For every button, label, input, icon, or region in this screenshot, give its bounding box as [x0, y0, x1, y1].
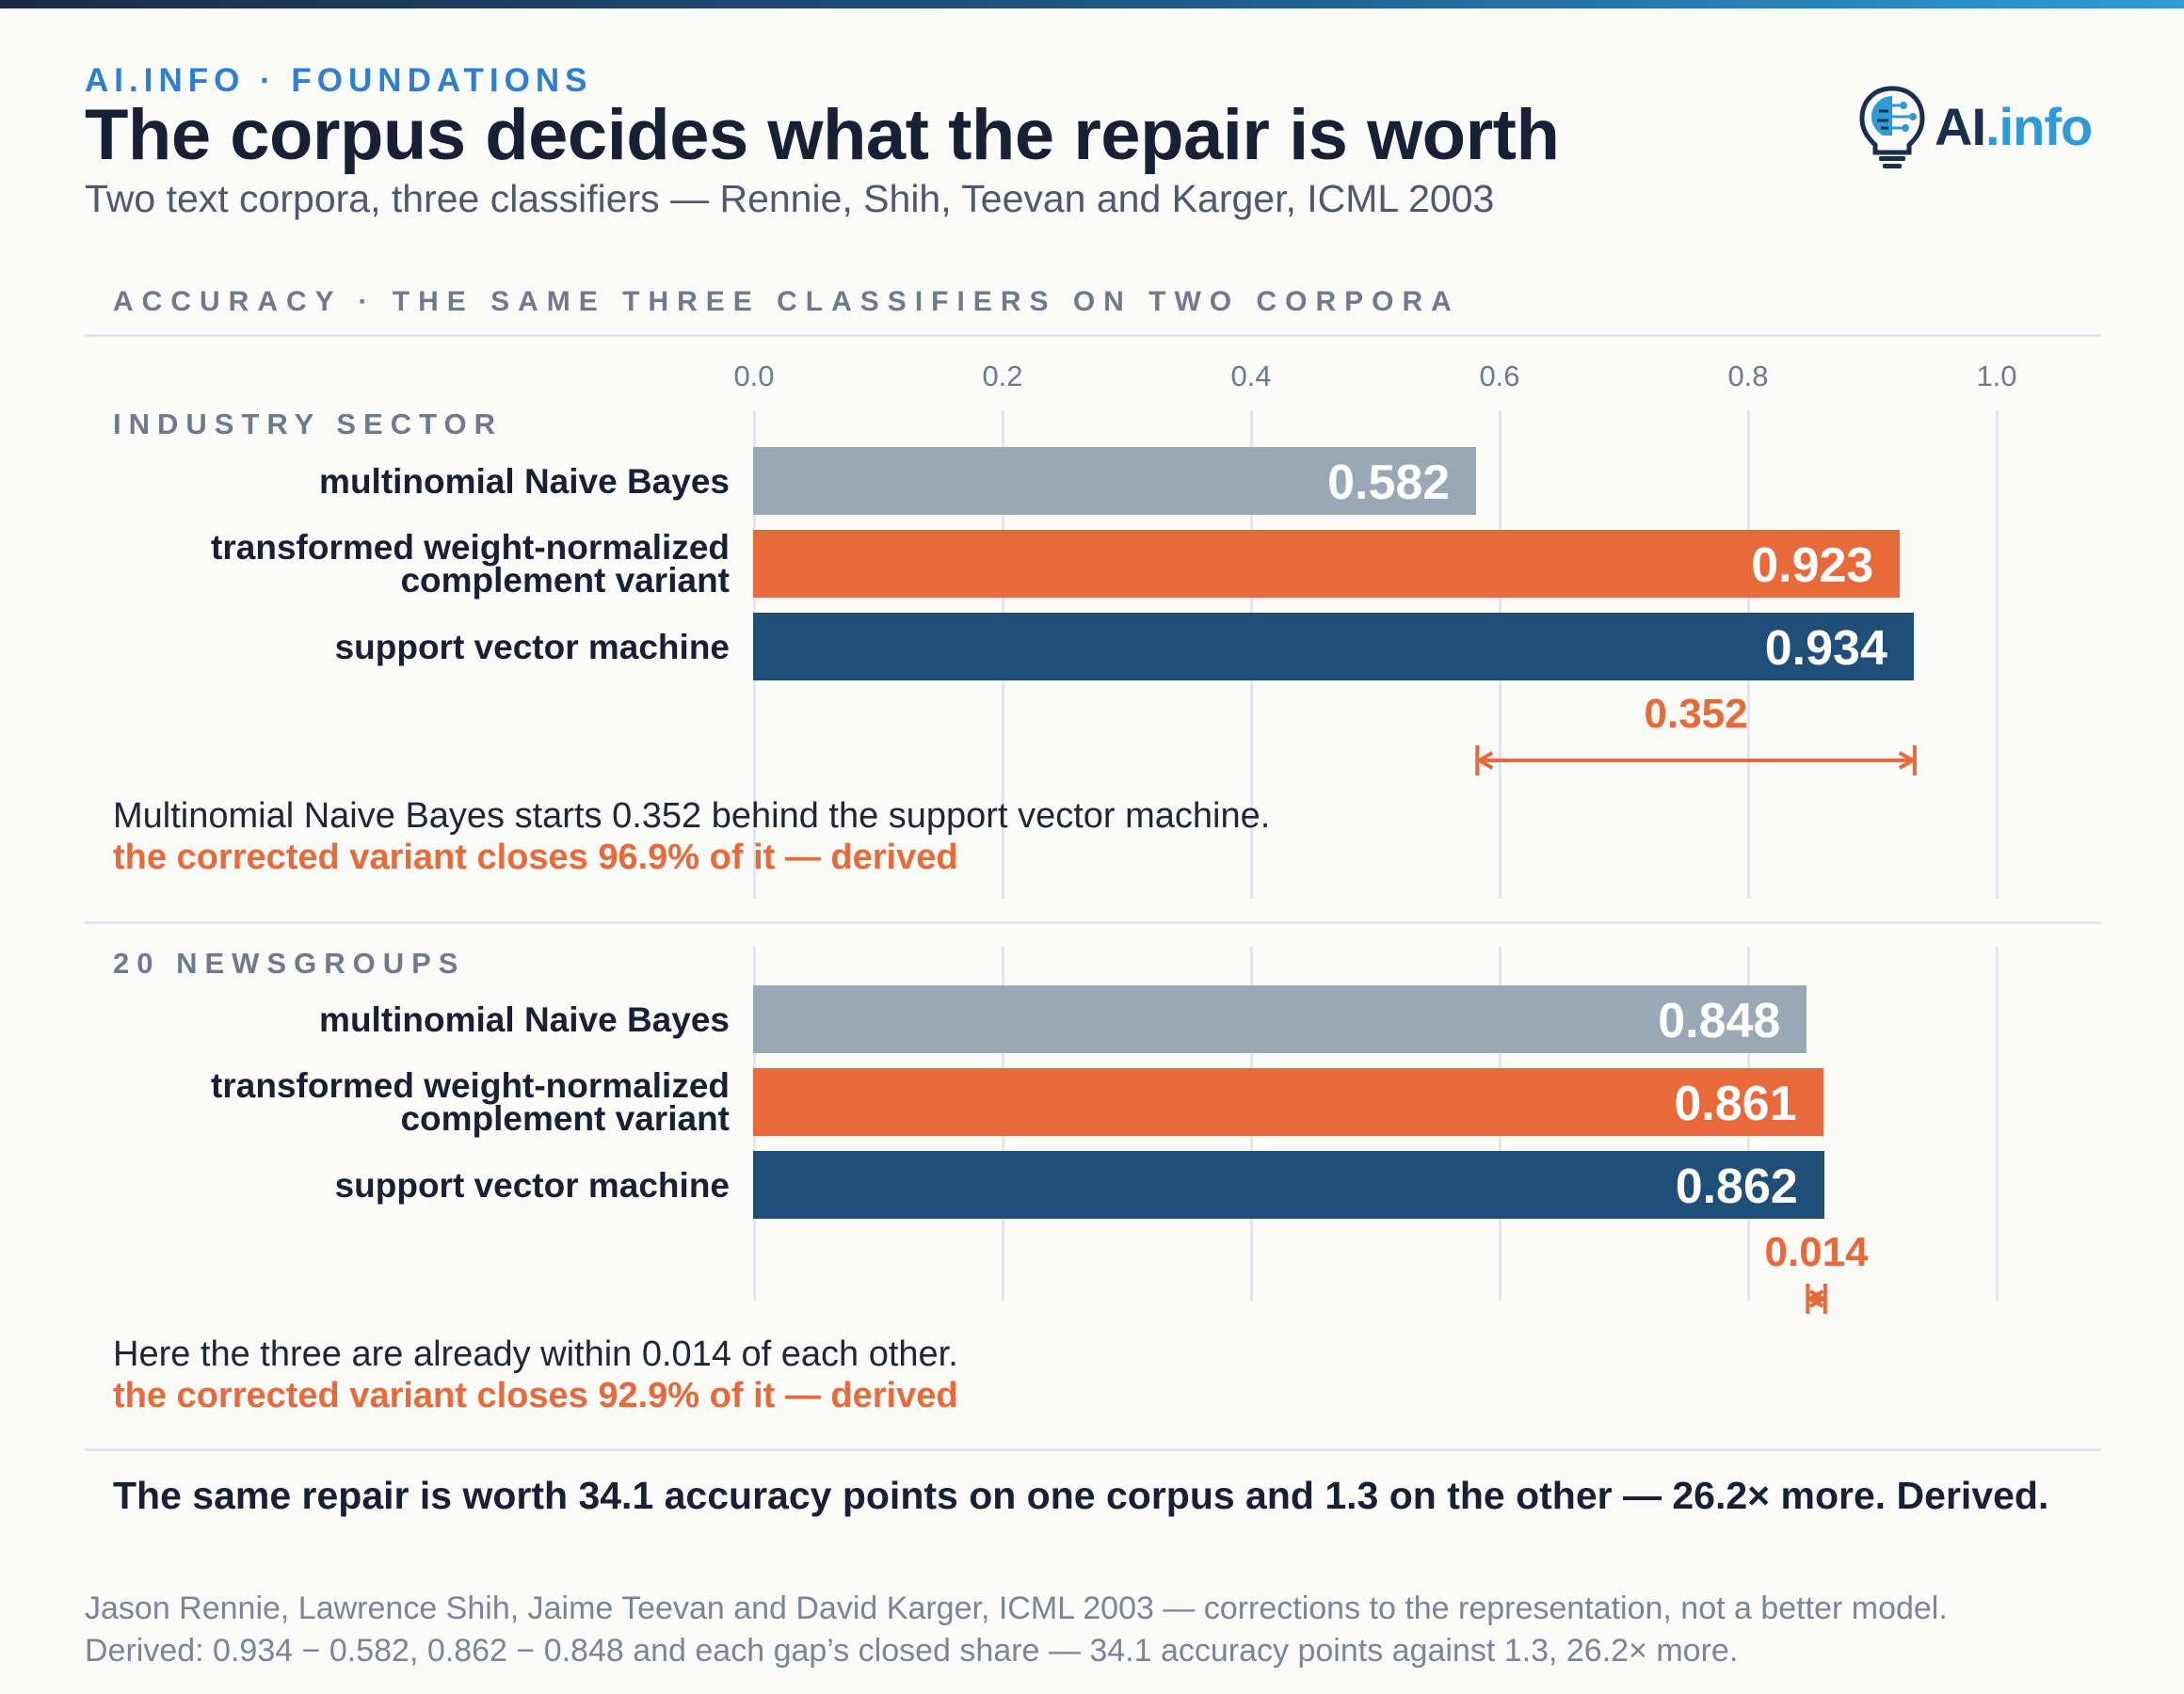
logo-wordmark-main: AI — [1935, 97, 1986, 156]
category-label-line: transformed weight-normalized — [211, 528, 730, 567]
category-label-line: support vector machine — [334, 627, 730, 666]
group-label: 20 NEWSGROUPS — [113, 947, 466, 980]
category-label: support vector machine — [71, 1165, 730, 1205]
bar: 0.862 — [753, 1151, 1824, 1219]
bar-value-label: 0.861 — [1674, 1077, 1797, 1131]
bar: 0.923 — [753, 530, 1901, 598]
divider — [85, 921, 2101, 924]
group-note: Here the three are already within 0.014 … — [113, 1334, 958, 1374]
category-label-line: multinomial Naive Bayes — [319, 999, 730, 1039]
bar-value-label: 0.934 — [1764, 621, 1887, 676]
x-tick-label: 0.6 — [1479, 360, 1520, 392]
gap-value-label: 0.352 — [1644, 691, 1748, 737]
gap-arrowhead — [1898, 751, 1917, 770]
chart-title: ACCURACY · THE SAME THREE CLASSIFIERS ON… — [113, 286, 1460, 317]
category-label-line: transformed weight-normalized — [211, 1066, 730, 1105]
group-note: Multinomial Naive Bayes starts 0.352 beh… — [113, 796, 1271, 836]
lightbulb-brain-icon — [1859, 86, 1925, 168]
divider — [85, 1448, 2101, 1451]
logo-wordmark-accent: .info — [1985, 97, 2093, 156]
bar-value-label: 0.923 — [1751, 538, 1874, 593]
conclusion: The same repair is worth 34.1 accuracy p… — [113, 1474, 2049, 1517]
category-label-line: complement variant — [400, 1099, 730, 1138]
bar-value-label: 0.848 — [1658, 994, 1781, 1048]
bar: 0.934 — [753, 613, 1914, 680]
category-label-line: support vector machine — [334, 1165, 730, 1205]
category-label: multinomial Naive Bayes — [71, 461, 730, 501]
category-label-line: multinomial Naive Bayes — [319, 461, 730, 501]
category-label: multinomial Naive Bayes — [71, 999, 730, 1039]
divider — [85, 334, 2101, 337]
x-tick-label: 0.0 — [733, 360, 775, 392]
page-subtitle: Two text corpora, three classifiers — Re… — [85, 177, 1495, 220]
page-title: The corpus decides what the repair is wo… — [85, 95, 1560, 175]
gap-arrowhead — [1806, 1289, 1824, 1308]
logo-wordmark: AI.info — [1935, 96, 2093, 157]
x-tick-label: 0.8 — [1727, 360, 1769, 392]
gridline — [1996, 947, 1999, 1301]
top-accent-bar — [0, 0, 2184, 8]
x-tick-label: 0.2 — [982, 360, 1023, 392]
bar: 0.582 — [753, 447, 1477, 515]
ai-info-logo: AI.info — [1855, 83, 2109, 173]
category-label-line: complement variant — [400, 561, 730, 599]
group-note-derived: the corrected variant closes 92.9% of it… — [113, 1376, 958, 1415]
source-line-1: Jason Rennie, Lawrence Shih, Jaime Teeva… — [85, 1590, 1948, 1626]
bar-value-label: 0.862 — [1675, 1159, 1798, 1214]
bar: 0.861 — [753, 1068, 1823, 1136]
category-label: transformed weight-normalized complement … — [71, 1066, 730, 1138]
group-label: INDUSTRY SECTOR — [113, 408, 503, 440]
group-note-derived: the corrected variant closes 96.9% of it… — [113, 838, 958, 877]
category-label: transformed weight-normalized complement … — [71, 528, 730, 599]
gap-value-label: 0.014 — [1764, 1229, 1869, 1275]
gap-arrowhead — [1475, 751, 1494, 770]
source-line-2: Derived: 0.934 − 0.582, 0.862 − 0.848 an… — [85, 1633, 1739, 1669]
bar: 0.848 — [753, 985, 1807, 1053]
bar-value-label: 0.582 — [1327, 455, 1451, 510]
x-tick-label: 1.0 — [1976, 360, 2017, 392]
x-tick-label: 0.4 — [1230, 360, 1272, 392]
gap-arrowhead — [1808, 1289, 1827, 1308]
gridline — [1996, 410, 1999, 899]
kicker: AI.INFO · FOUNDATIONS — [85, 62, 593, 99]
category-label: support vector machine — [71, 627, 730, 666]
